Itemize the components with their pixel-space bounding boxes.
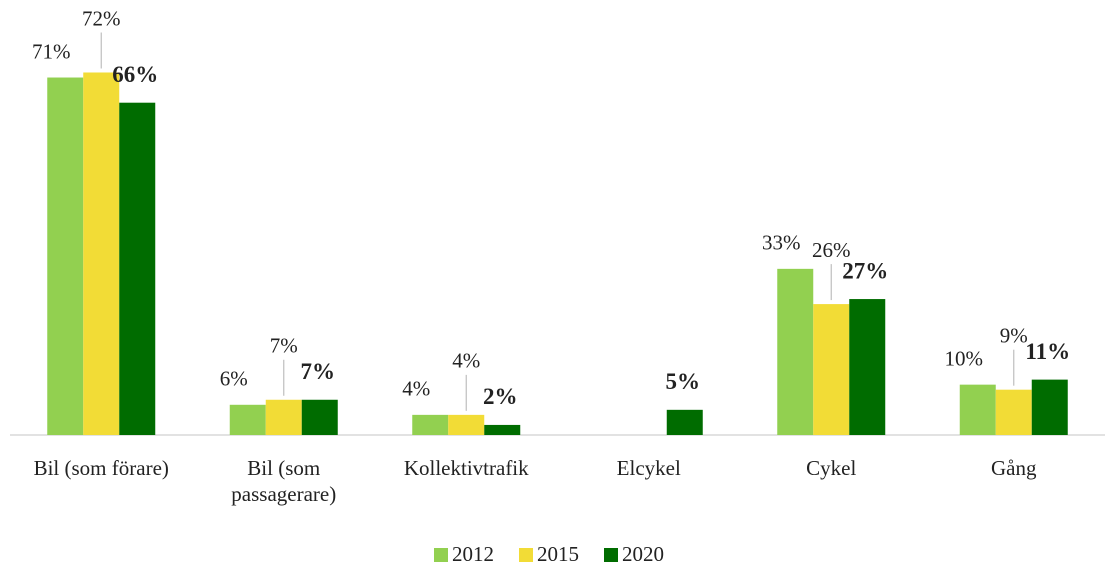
data-label: 26% xyxy=(812,238,851,262)
data-label: 11% xyxy=(1025,339,1070,364)
data-label: 7% xyxy=(270,334,298,358)
data-label: 7% xyxy=(301,359,336,384)
x-tick-label: Kollektivtrafik xyxy=(403,456,529,480)
bar xyxy=(119,102,156,435)
x-tick-label: Bil (som förare) xyxy=(33,456,169,480)
data-label: 33% xyxy=(762,231,801,255)
legend-label: 2015 xyxy=(537,542,579,566)
data-label: 5% xyxy=(666,369,701,394)
legend-swatch xyxy=(604,548,618,562)
x-tick-label: Elcykel xyxy=(616,456,681,480)
legend-label: 2020 xyxy=(622,542,664,566)
bar xyxy=(265,399,302,435)
data-label: 27% xyxy=(842,258,888,283)
bar xyxy=(666,409,703,435)
data-label: 71% xyxy=(32,39,71,63)
bar xyxy=(959,384,996,435)
bar xyxy=(849,299,886,435)
legend-swatch xyxy=(519,548,533,562)
data-label: 6% xyxy=(220,367,248,391)
bar xyxy=(484,424,521,435)
data-label: 10% xyxy=(945,346,984,370)
bar xyxy=(813,304,850,435)
legend-label: 2012 xyxy=(452,542,494,566)
bar xyxy=(777,268,814,435)
data-label: 4% xyxy=(402,377,430,401)
legend-swatch xyxy=(434,548,448,562)
bar xyxy=(47,77,84,435)
bar xyxy=(83,72,120,435)
data-label: 2% xyxy=(483,384,518,409)
x-tick-label: Gång xyxy=(991,456,1037,480)
data-label: 66% xyxy=(112,62,158,87)
data-label: 9% xyxy=(1000,323,1028,347)
x-tick-label: Bil (som passagerare) xyxy=(231,456,337,506)
bar xyxy=(1031,379,1068,435)
x-tick-label: Cykel xyxy=(806,456,857,480)
data-label: 4% xyxy=(452,349,480,373)
bar xyxy=(995,389,1032,435)
bar xyxy=(412,414,449,435)
bar xyxy=(301,399,338,435)
bar xyxy=(448,414,485,435)
bar xyxy=(229,404,266,435)
data-label: 72% xyxy=(82,6,121,30)
